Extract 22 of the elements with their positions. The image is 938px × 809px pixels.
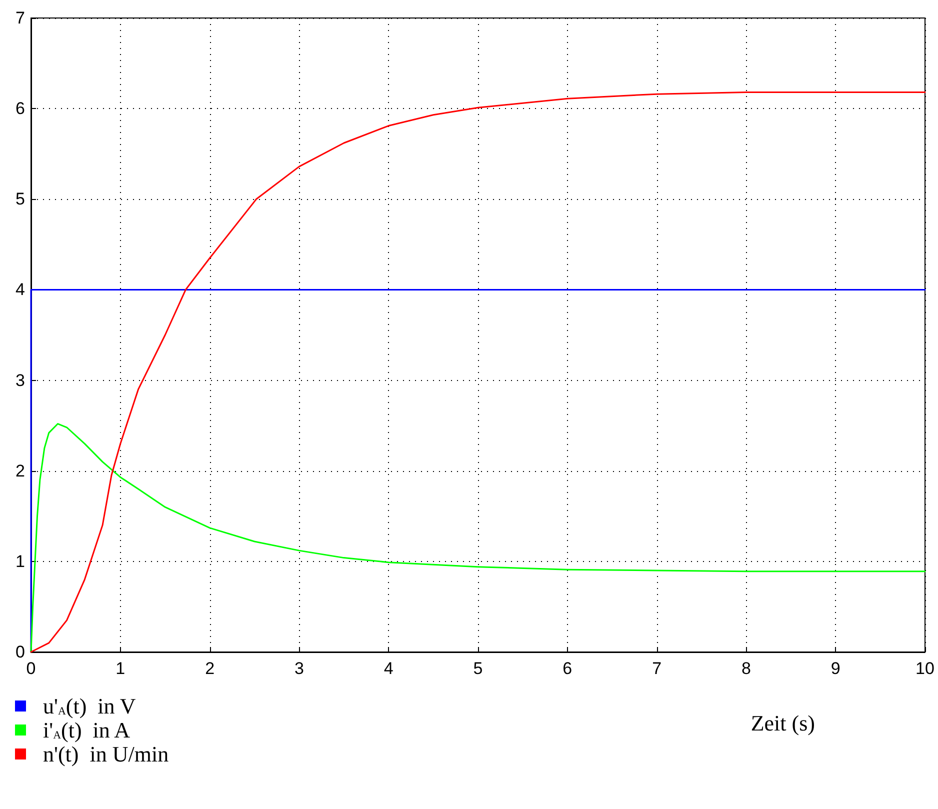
x-tick-label: 4 (384, 659, 394, 678)
y-tick-label: 6 (16, 99, 25, 118)
y-tick-label: 3 (16, 370, 25, 390)
legend-label: i'A(t) in A (43, 718, 130, 742)
x-tick-label: 1 (116, 659, 126, 678)
x-tick-label: 8 (741, 659, 751, 678)
x-tick-label: 3 (294, 659, 304, 678)
x-tick-label: 9 (830, 659, 840, 678)
x-tick-label: 6 (562, 659, 572, 678)
x-tick-label: 2 (205, 659, 215, 678)
x-tick-label: 7 (652, 659, 662, 678)
x-tick-label: 5 (473, 659, 483, 678)
y-tick-label: 7 (16, 8, 25, 28)
legend-label: n'(t) in U/min (43, 742, 169, 766)
y-tick-label: 5 (16, 190, 25, 209)
legend-label: u'A(t) in V (43, 694, 136, 718)
x-tick-label: 10 (916, 659, 934, 678)
y-tick-label: 2 (16, 461, 25, 480)
y-tick-label: 0 (16, 642, 25, 662)
y-tick-label: 4 (16, 280, 25, 300)
y-tick-label: 1 (16, 552, 25, 571)
x-axis-title: Zeit (s) (750, 710, 815, 736)
